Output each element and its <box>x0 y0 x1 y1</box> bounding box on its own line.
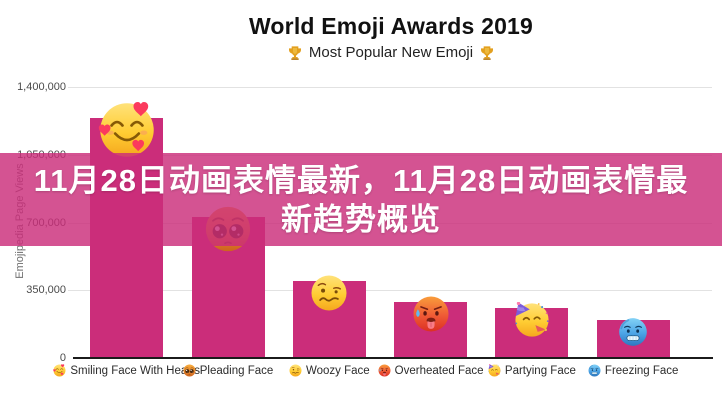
partying-face-icon <box>514 301 550 338</box>
headline-overlay: 11月28日动画表情最新，11月28日动画表情最 新趋势概览 <box>0 153 722 246</box>
chart-subtitle-text: Most Popular New Emoji <box>308 44 474 61</box>
y-tick-label: 350,000 <box>26 284 66 297</box>
y-tick-label: 0 <box>59 352 66 364</box>
x-axis-label-text: Partying Face <box>504 364 576 377</box>
x-axis-label: Woozy Face <box>244 364 414 377</box>
x-axis-label: Freezing Face <box>548 364 718 377</box>
x-axis-label: Smiling Face With Hearts <box>42 364 212 377</box>
y-tick-label: 1,400,000 <box>17 81 66 93</box>
trophy-icon <box>479 45 495 61</box>
x-axis-label-text: Freezing Face <box>604 364 679 377</box>
x-axis-label-text: Woozy Face <box>305 364 370 377</box>
overheated-face-icon <box>412 295 450 333</box>
smiling-face-with-hearts-icon <box>98 101 156 159</box>
x-axis-line <box>73 357 713 359</box>
partying-face-icon <box>488 363 501 377</box>
gridline <box>68 290 712 292</box>
freezing-face-icon <box>588 364 601 377</box>
woozy-face-icon <box>289 364 302 377</box>
gridline <box>68 87 712 88</box>
x-axis-label: Pleading Face <box>143 364 313 377</box>
x-axis-label-text: Pleading Face <box>199 364 274 377</box>
overheated-face-icon <box>378 364 391 377</box>
headline-text-line1: 11月28日动画表情最新，11月28日动画表情最 <box>33 162 689 198</box>
woozy-face-icon <box>310 274 348 312</box>
x-axis-label: Overheated Face <box>346 364 516 377</box>
smiling-face-with-hearts-icon <box>53 364 66 377</box>
pleading-face-icon <box>183 364 196 377</box>
chart-title: World Emoji Awards 2019 <box>248 13 534 39</box>
freezing-face-icon <box>618 317 648 347</box>
x-axis-label-text: Smiling Face With Hearts <box>70 364 201 377</box>
x-axis-label: Partying Face <box>447 363 617 377</box>
chart-subtitle: Most Popular New Emoji <box>287 44 495 61</box>
x-axis-label-text: Overheated Face <box>394 364 484 377</box>
chart-header: World Emoji Awards 2019 Most Popular New… <box>60 13 722 66</box>
headline-text-line2: 新趋势概览 <box>281 201 441 237</box>
trophy-icon <box>287 45 303 61</box>
